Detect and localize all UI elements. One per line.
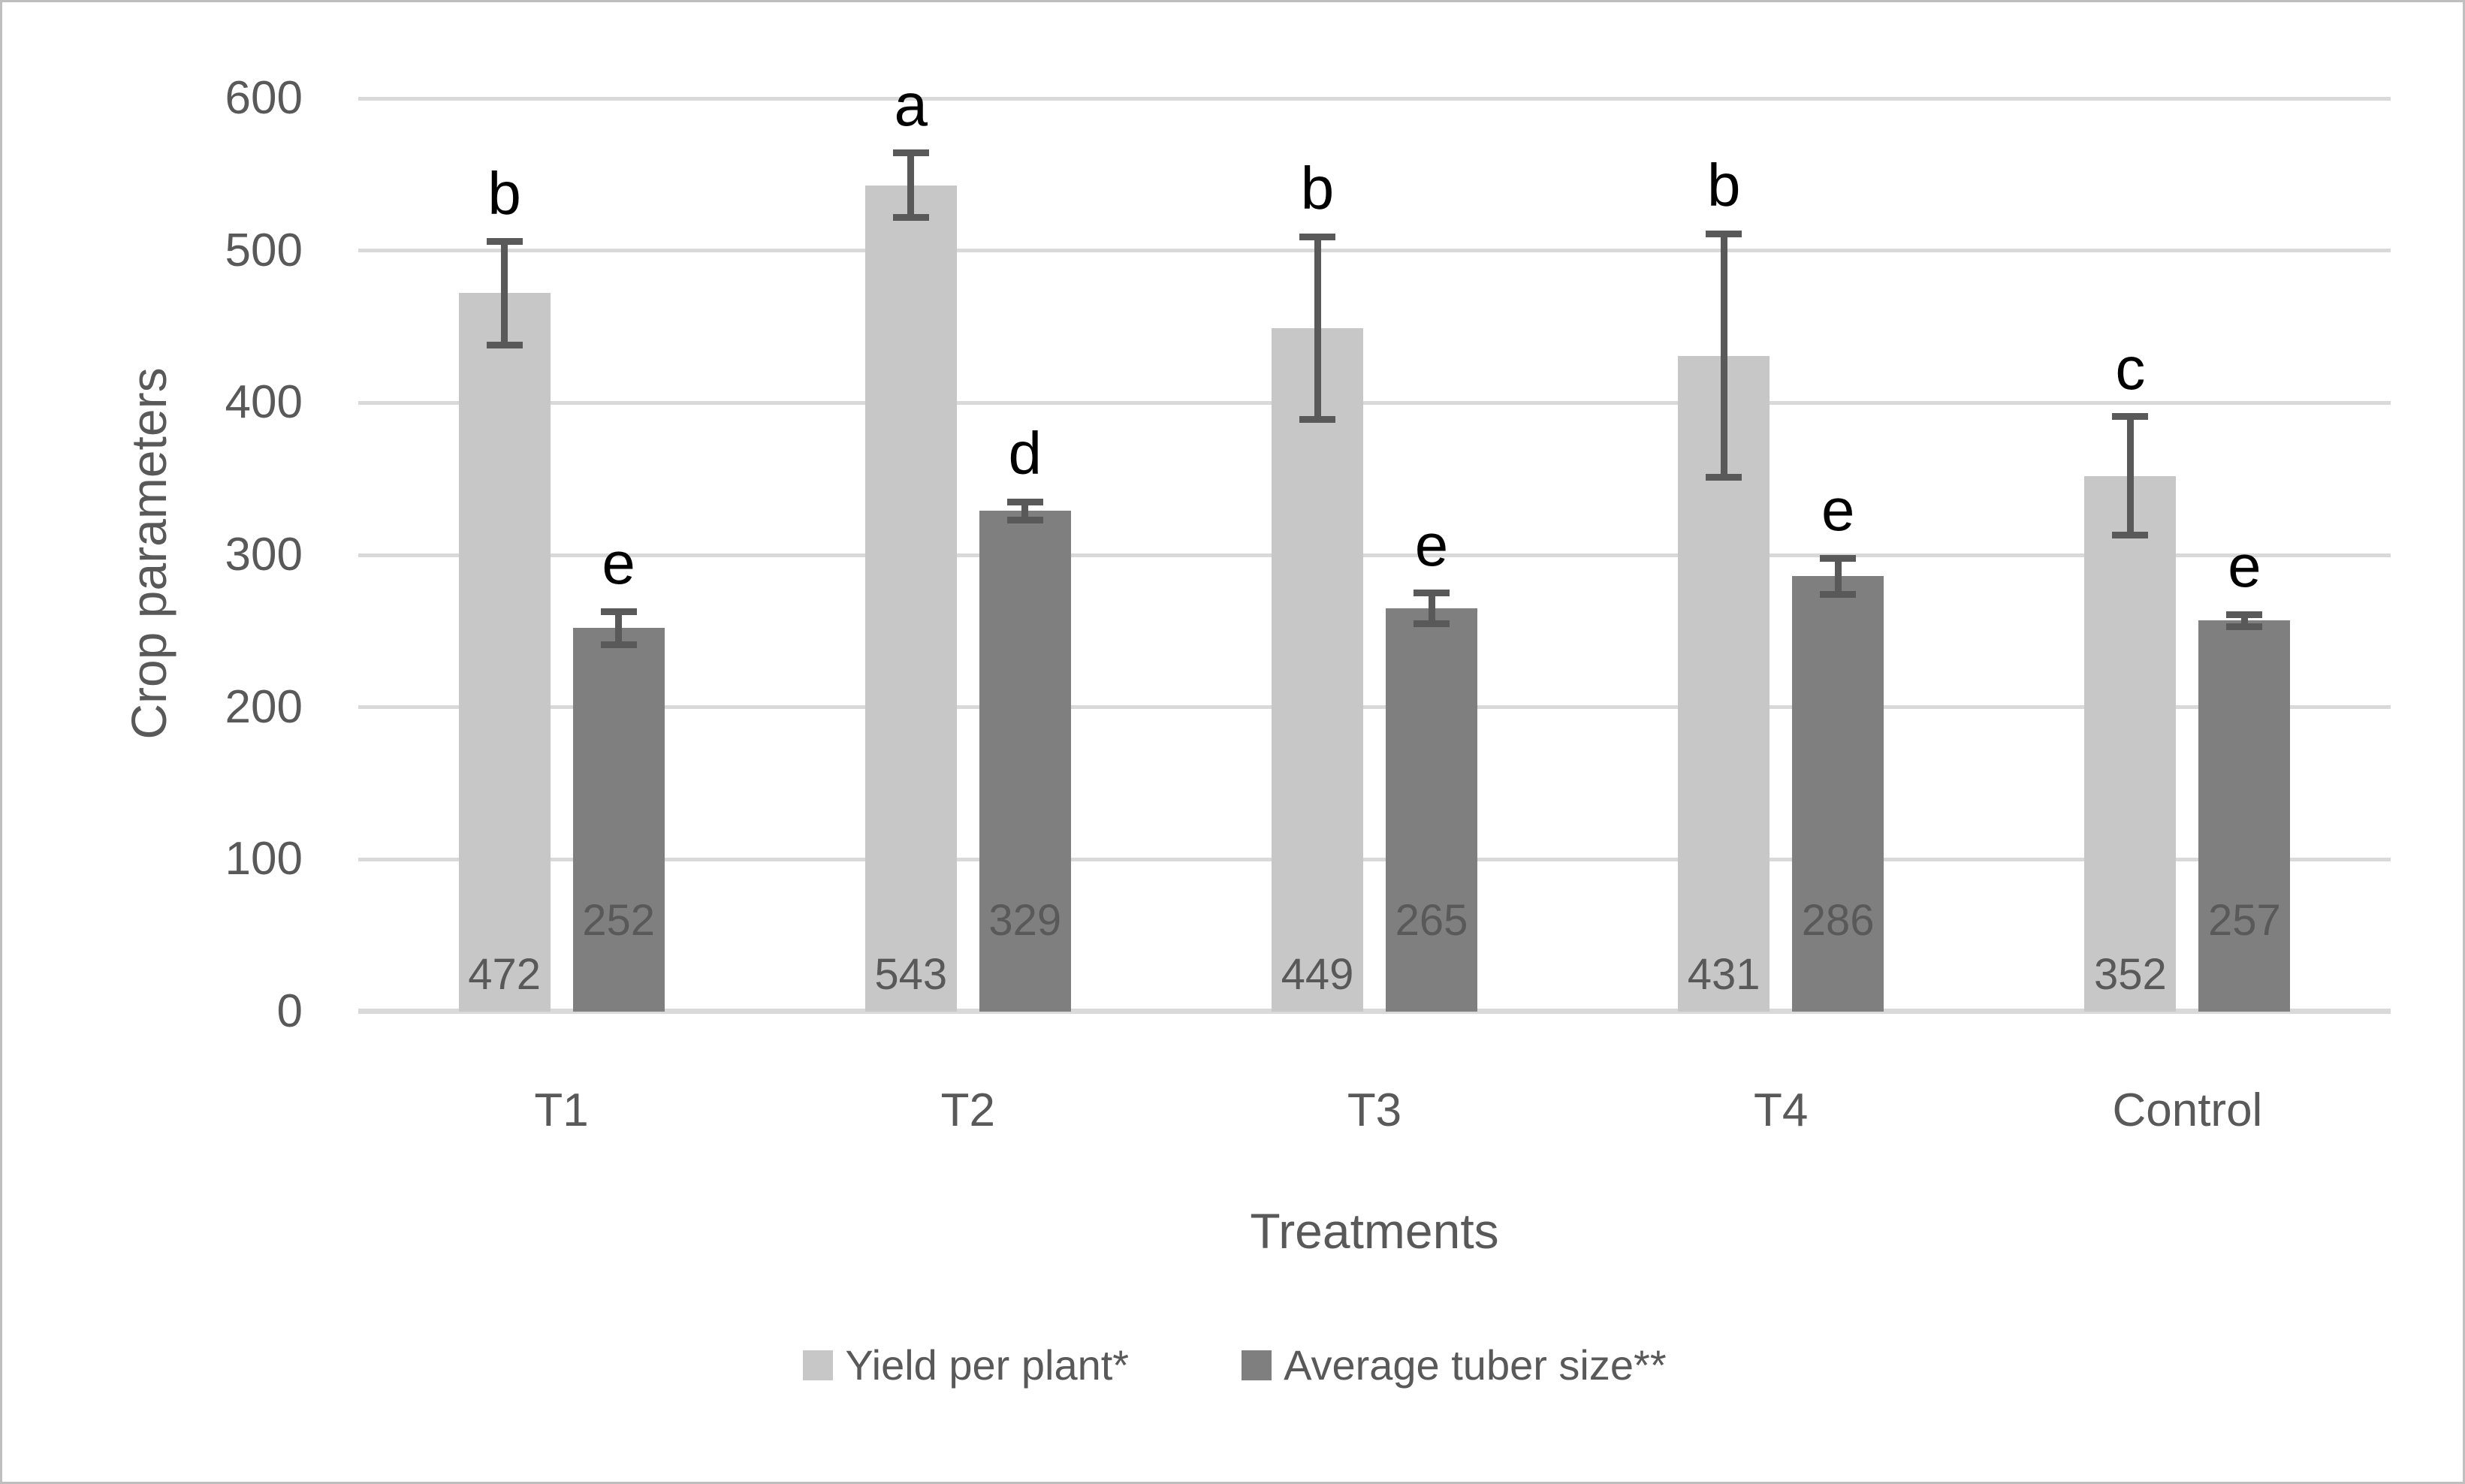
sig-letter-e-Control: e: [2228, 532, 2261, 600]
x-tick-label-T3: T3: [1347, 1084, 1402, 1136]
error-bar-cap-top: [2112, 413, 2149, 421]
y-tick-label-500: 500: [225, 224, 303, 276]
x-tick-label-T1: T1: [534, 1084, 589, 1136]
error-bar-cap-top: [2226, 611, 2263, 618]
error-bar-cap-top: [892, 149, 929, 157]
sig-letter-e-T1: e: [602, 529, 635, 596]
y-tick-label-100: 100: [225, 833, 303, 885]
bar-yield-T3: [1272, 328, 1363, 1012]
sig-letter-a-T2: a: [894, 71, 928, 138]
value-label-T3-yield: 449: [1281, 950, 1354, 999]
gridline-400: [358, 400, 2391, 405]
error-bar-cap-bottom: [486, 341, 523, 348]
legend-item-yield: Yield per plant*: [803, 1341, 1129, 1389]
sig-letter-b-T1: b: [487, 159, 521, 227]
x-axis-line: [358, 1009, 2391, 1014]
error-bar-stem: [1834, 558, 1842, 595]
bar-tuber-Control: [2198, 620, 2291, 1012]
error-bar-cap-bottom: [600, 641, 637, 649]
gridline-200: [358, 705, 2391, 710]
error-bar-cap-bottom: [1414, 620, 1450, 627]
x-tick-label-Control: Control: [2112, 1084, 2263, 1136]
bar-yield-Control: [2084, 475, 2177, 1012]
value-label-T1-tuber: 252: [582, 896, 655, 945]
error-bar-cap-top: [486, 238, 523, 246]
legend-item-tuber: Average tuber size**: [1242, 1341, 1667, 1389]
bar-tuber-T4: [1792, 576, 1884, 1012]
error-bar-stem: [1720, 234, 1727, 478]
error-bar-stem: [1428, 593, 1435, 624]
value-label-Control-tuber: 257: [2208, 896, 2281, 945]
legend: Yield per plant* Average tuber size**: [2, 1341, 2463, 1389]
error-bar-stem: [1314, 237, 1321, 420]
error-bar-cap-top: [600, 608, 637, 615]
error-bar-cap-bottom: [2112, 532, 2149, 539]
x-tick-label-T4: T4: [1754, 1084, 1809, 1136]
sig-letter-e-T4: e: [1821, 476, 1855, 544]
sig-letter-b-T4: b: [1706, 152, 1741, 219]
legend-label-tuber: Average tuber size**: [1284, 1341, 1667, 1389]
legend-label-yield: Yield per plant*: [845, 1341, 1130, 1389]
sig-letter-b-T3: b: [1300, 155, 1335, 222]
sig-letter-c-Control: c: [2115, 334, 2146, 402]
y-tick-label-600: 600: [225, 72, 303, 124]
value-label-T2-tuber: 329: [988, 896, 1062, 945]
error-bar-stem: [1021, 502, 1029, 520]
bar-yield-T2: [864, 185, 957, 1012]
error-bar-cap-bottom: [1820, 591, 1857, 599]
sig-letter-d-T2: d: [1008, 420, 1042, 487]
plot-area: b 472 e 252 a 543 d 329 b 449 e 265 b 431 e 286 c 352 e 257: [358, 74, 2391, 1014]
legend-swatch-tuber: [1242, 1350, 1272, 1380]
y-axis-tick-labels: 0 100 200 300 400 500 600: [115, 72, 303, 1037]
y-tick-label-300: 300: [225, 529, 303, 581]
x-tick-label-T2: T2: [940, 1084, 995, 1136]
value-label-T3-tuber: 265: [1395, 896, 1468, 945]
error-bar-cap-bottom: [1299, 416, 1335, 424]
legend-swatch-yield: [803, 1350, 834, 1380]
error-bar-cap-bottom: [1706, 474, 1742, 481]
error-bar-cap-top: [1820, 554, 1857, 562]
value-label-T4-yield: 431: [1687, 950, 1760, 999]
error-bar-cap-bottom: [1006, 516, 1043, 523]
bar-yield-T1: [458, 293, 551, 1012]
y-tick-label-0: 0: [276, 985, 303, 1037]
error-bar-stem: [501, 241, 508, 345]
error-bar-stem: [615, 611, 623, 645]
value-label-T2-yield: 543: [874, 950, 948, 999]
gridline-500: [358, 249, 2391, 253]
error-bar-stem: [907, 152, 915, 218]
value-label-Control-yield: 352: [2094, 950, 2167, 999]
error-bar-cap-top: [1299, 233, 1335, 240]
error-bar-stem: [2240, 614, 2248, 627]
value-label-T4-tuber: 286: [1801, 896, 1875, 945]
gridline-600: [358, 96, 2391, 101]
y-tick-label-400: 400: [225, 376, 303, 429]
x-axis-title: Treatments: [1250, 1203, 1499, 1259]
bar-tuber-T1: [572, 628, 665, 1012]
error-bar-stem: [2126, 416, 2134, 535]
bar-tuber-T3: [1386, 608, 1477, 1012]
error-bar-cap-bottom: [892, 213, 929, 221]
error-bar-cap-top: [1414, 590, 1450, 597]
error-bar-cap-top: [1706, 230, 1742, 237]
sig-letter-e-T3: e: [1414, 511, 1449, 578]
bar-tuber-T2: [979, 511, 1071, 1012]
gridline-100: [358, 857, 2391, 861]
value-label-T1-yield: 472: [468, 950, 541, 999]
gridline-300: [358, 553, 2391, 557]
error-bar-cap-bottom: [2226, 623, 2263, 630]
y-tick-label-200: 200: [225, 680, 303, 733]
error-bar-cap-top: [1006, 498, 1043, 505]
